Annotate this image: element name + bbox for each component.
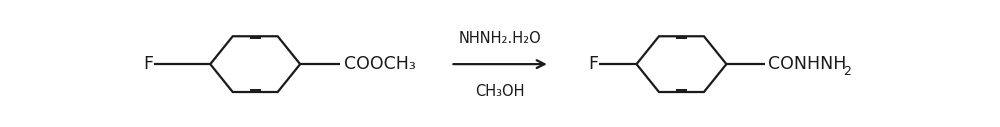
Text: CONHNH: CONHNH (768, 55, 847, 73)
Text: COOCH₃: COOCH₃ (344, 55, 415, 73)
Text: NHNH₂.H₂O: NHNH₂.H₂O (459, 31, 541, 46)
Text: CH₃OH: CH₃OH (475, 84, 525, 99)
Text: F: F (143, 55, 153, 73)
Text: F: F (588, 55, 598, 73)
Text: 2: 2 (843, 65, 851, 78)
